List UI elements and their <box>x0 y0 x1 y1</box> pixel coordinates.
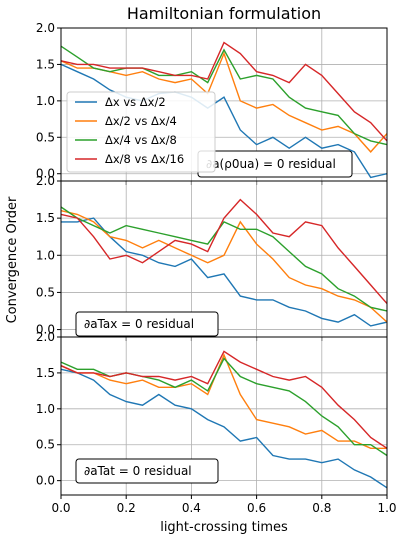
x-tick-label: 0.6 <box>247 501 266 515</box>
panel-2: 0.0 0.5 1.0 1.5 2.0 ∂aTax = 0 residual <box>36 174 388 341</box>
x-tick-label: 0.2 <box>117 501 136 515</box>
annotation-box <box>75 458 219 484</box>
y-tick-label: 0.0 <box>36 323 55 337</box>
y-tick-label: 1.5 <box>36 211 55 225</box>
legend-label: Δx/8 vs Δx/16 <box>105 152 184 166</box>
legend-label: Δx/4 vs Δx/8 <box>105 133 177 147</box>
y-tick-label: 2.0 <box>36 21 55 35</box>
annotation-text: ∂aTat = 0 residual <box>84 464 192 478</box>
series-line-2 <box>61 51 387 153</box>
y-tick-label: 1.0 <box>36 248 55 262</box>
y-tick-label: 0.5 <box>36 285 55 299</box>
y-tick-label: 1.0 <box>36 94 55 108</box>
y-tick-label: 1.5 <box>36 57 55 71</box>
y-tick-label: 0.0 <box>36 167 55 181</box>
series-line-4 <box>61 350 387 449</box>
annotation-text: ∂aTax = 0 residual <box>84 317 194 331</box>
series-line-1 <box>61 217 387 327</box>
panel-3: 0.0 0.5 1.0 1.5 2.0 0.0 0.2 0.4 0.6 0.8 1.0 ∂aTat =… <box>36 330 397 515</box>
series-line-2 <box>61 353 387 449</box>
y-tick-label: 1.5 <box>36 366 55 380</box>
y-tick-label: 0.5 <box>36 438 55 452</box>
legend-label: Δx vs Δx/2 <box>105 95 166 109</box>
series-line-4 <box>61 198 387 305</box>
x-tick-label: 0.8 <box>312 501 331 515</box>
panel-frame <box>60 336 388 496</box>
legend-box <box>66 91 216 173</box>
x-tick-label: 0.0 <box>51 501 70 515</box>
y-tick-label: 2.0 <box>36 174 55 188</box>
x-tick-label: 0.4 <box>182 501 201 515</box>
y-tick-label: 0.0 <box>36 474 55 488</box>
y-tick-label: 0.5 <box>36 130 55 144</box>
figure-title: Hamiltonian formulation <box>127 4 321 23</box>
panel-1: 0.0 0.5 1.0 1.5 2.0 ∂a(ρ0ua) = 0 residual Δx v… <box>36 21 388 185</box>
series-line-3 <box>61 206 387 312</box>
series-line-2 <box>61 210 387 323</box>
series-line-3 <box>61 45 387 146</box>
x-axis-label: light-crossing times <box>160 520 288 535</box>
series-line-4 <box>61 41 387 142</box>
x-tick-label: 1.0 <box>377 501 396 515</box>
y-tick-label: 1.0 <box>36 402 55 416</box>
legend-label: Δx/2 vs Δx/4 <box>105 114 177 128</box>
y-tick-label: 2.0 <box>36 330 55 344</box>
annotation-box <box>75 311 219 337</box>
series-line-1 <box>61 368 387 489</box>
y-axis-label: Convergence Order <box>5 196 20 323</box>
annotation-text: ∂a(ρ0ua) = 0 residual <box>206 157 336 171</box>
